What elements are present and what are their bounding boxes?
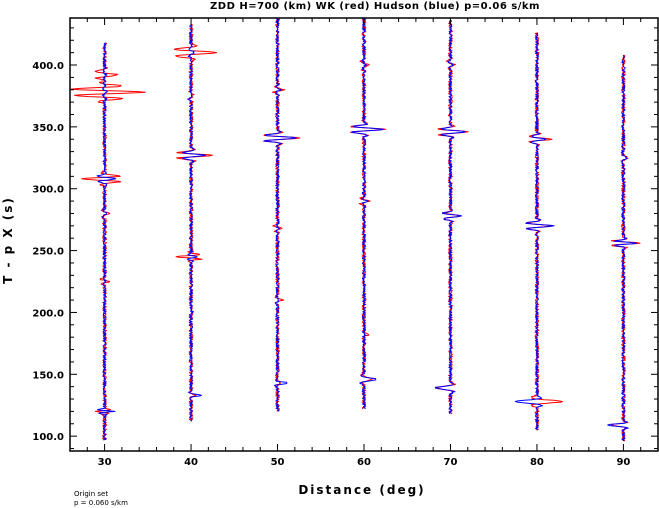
x-tick-label-50: 50 bbox=[271, 457, 285, 468]
wk-trace-50 bbox=[263, 17, 301, 412]
hudson-trace-60 bbox=[351, 17, 385, 410]
y-axis: 100.0 150.0 200.0 250.0 300.0 350.0 400.0 bbox=[32, 27, 658, 450]
x-tick-label-90: 90 bbox=[616, 457, 630, 468]
hudson-trace-70 bbox=[434, 20, 466, 415]
wk-trace-40 bbox=[173, 23, 218, 422]
x-tick-label-70: 70 bbox=[444, 457, 458, 468]
x-tick-label-80: 80 bbox=[530, 457, 544, 468]
wk-trace-60 bbox=[350, 17, 386, 410]
y-axis-label: T - p X (s) bbox=[1, 196, 15, 284]
y-tick-label-250: 250.0 bbox=[32, 247, 64, 258]
x-axis: 30 40 50 60 70 80 90 bbox=[86, 18, 642, 468]
wk-trace-30 bbox=[70, 42, 146, 441]
hudson-trace-80 bbox=[514, 32, 555, 431]
footnote-slowness: p = 0.060 s/km bbox=[74, 499, 128, 507]
hudson-trace-30 bbox=[96, 42, 117, 441]
x-tick-label-30: 30 bbox=[98, 457, 112, 468]
y-tick-label-300: 300.0 bbox=[32, 185, 64, 196]
traces-layer bbox=[70, 17, 641, 442]
hudson-trace-40 bbox=[181, 23, 207, 422]
x-tick-label-40: 40 bbox=[184, 457, 198, 468]
y-tick-label-100: 100.0 bbox=[32, 432, 64, 443]
footnote-origin: Origin set bbox=[74, 490, 108, 498]
y-tick-label-200: 200.0 bbox=[32, 308, 64, 319]
y-tick-label-350: 350.0 bbox=[32, 123, 64, 134]
x-tick-label-60: 60 bbox=[357, 457, 371, 468]
wk-trace-80 bbox=[527, 32, 563, 431]
chart-title: ZDD H=700 (km) WK (red) Hudson (blue) p=… bbox=[210, 1, 540, 12]
hudson-trace-90 bbox=[607, 54, 637, 442]
x-axis-label: Distance (deg) bbox=[298, 483, 425, 497]
hudson-trace-50 bbox=[264, 17, 297, 412]
y-tick-label-150: 150.0 bbox=[32, 370, 64, 381]
wk-trace-90 bbox=[610, 54, 641, 442]
y-tick-label-400: 400.0 bbox=[32, 61, 64, 72]
